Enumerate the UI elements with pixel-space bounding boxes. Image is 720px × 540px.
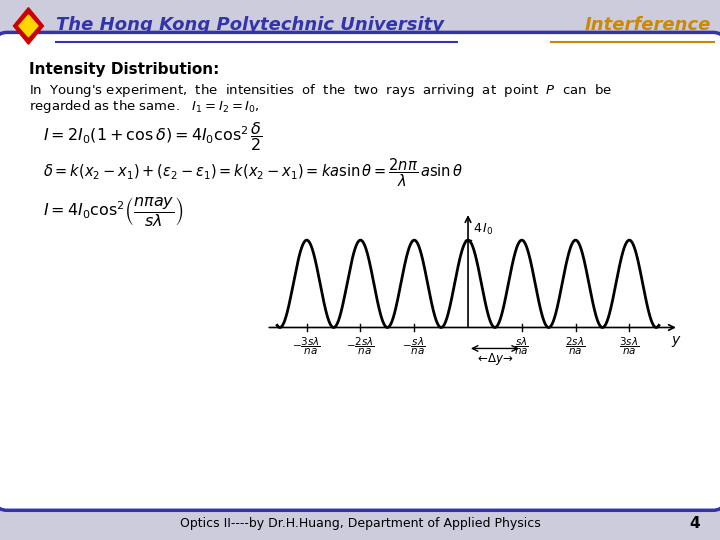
Text: $\dfrac{2s\lambda}{na}$: $\dfrac{2s\lambda}{na}$ [565, 336, 585, 357]
Text: $\leftarrow\!\Delta y\!\rightarrow$: $\leftarrow\!\Delta y\!\rightarrow$ [475, 351, 515, 367]
Text: $I = 2I_0\left(1+\cos\delta\right)=4I_0\cos^2\dfrac{\delta}{2}$: $I = 2I_0\left(1+\cos\delta\right)=4I_0\… [43, 120, 264, 153]
Text: $\dfrac{s\lambda}{na}$: $\dfrac{s\lambda}{na}$ [514, 336, 529, 357]
Text: $4\,I_0$: $4\,I_0$ [474, 221, 494, 237]
Text: $-\dfrac{3s\lambda}{na}$: $-\dfrac{3s\lambda}{na}$ [292, 336, 321, 357]
Text: $I = 4I_0\cos^2\!\left(\dfrac{n\pi ay}{s\lambda}\right)$: $I = 4I_0\cos^2\!\left(\dfrac{n\pi ay}{s… [43, 195, 184, 228]
Text: In  Young's experiment,  the  intensities  of  the  two  rays  arriving  at  poi: In Young's experiment, the intensities o… [29, 82, 612, 99]
Text: regarded as the same.   $I_1=I_2=I_0$,: regarded as the same. $I_1=I_2=I_0$, [29, 98, 260, 115]
Text: 4: 4 [689, 516, 700, 531]
Text: $y$: $y$ [671, 334, 682, 349]
Text: The Hong Kong Polytechnic University: The Hong Kong Polytechnic University [56, 16, 444, 34]
Polygon shape [19, 15, 38, 37]
Text: $\delta = k(x_2-x_1)+(\varepsilon_2-\varepsilon_1)=k(x_2-x_1)=ka\sin\theta=\dfra: $\delta = k(x_2-x_1)+(\varepsilon_2-\var… [43, 157, 464, 189]
Text: Interference: Interference [585, 16, 711, 34]
Text: Intensity Distribution:: Intensity Distribution: [29, 62, 219, 77]
Text: $-\dfrac{s\lambda}{na}$: $-\dfrac{s\lambda}{na}$ [402, 336, 426, 357]
Text: Optics II----by Dr.H.Huang, Department of Applied Physics: Optics II----by Dr.H.Huang, Department o… [179, 517, 541, 530]
Polygon shape [14, 8, 43, 44]
Text: $-\dfrac{2s\lambda}{na}$: $-\dfrac{2s\lambda}{na}$ [346, 336, 375, 357]
Text: $\dfrac{3s\lambda}{na}$: $\dfrac{3s\lambda}{na}$ [619, 336, 639, 357]
